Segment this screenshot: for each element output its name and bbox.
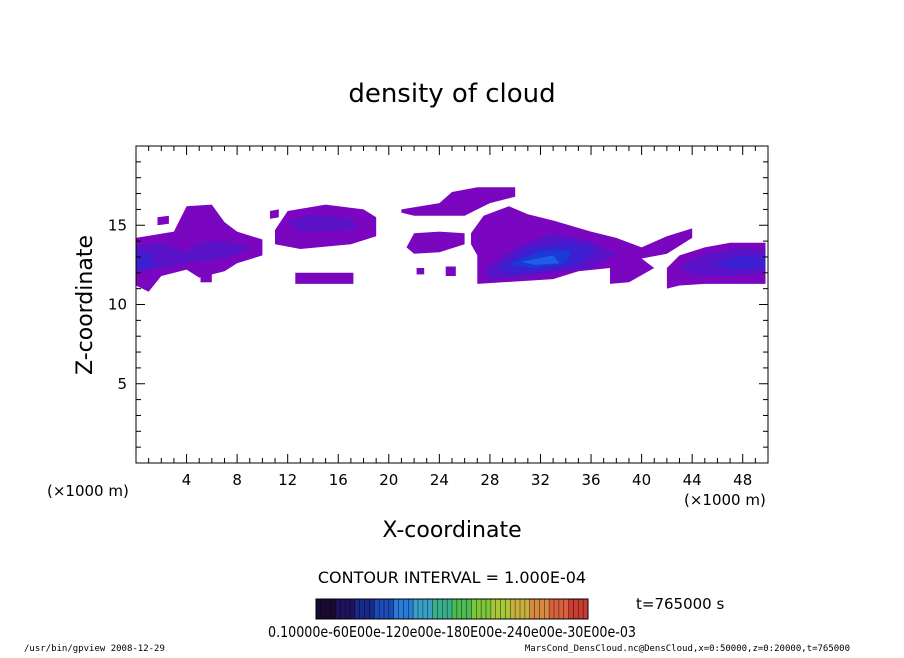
y-tick-label: 15 — [108, 216, 127, 234]
chart-title: density of cloud — [348, 79, 555, 109]
footer-right: MarsCond_DensCloud.nc@DensCloud,x=0:5000… — [525, 644, 850, 654]
y-tick-label: 10 — [108, 296, 127, 314]
x-tick-label: 28 — [480, 471, 499, 489]
footer-left: /usr/bin/gpview 2008-12-29 — [24, 644, 165, 654]
cloud-region-4 — [270, 209, 279, 219]
colorbar — [316, 599, 589, 619]
cloud-region-7 — [406, 231, 465, 254]
cloud-region-8 — [416, 268, 425, 275]
cloud-region-5 — [295, 272, 354, 284]
y-tick-label: 5 — [117, 375, 127, 393]
colorbar-tick-labels: 0.10000e-60E00e-120e00e-180E00e-240e00e-… — [268, 623, 636, 641]
x-tick-label: 4 — [182, 471, 192, 489]
cloud-core-6 — [521, 255, 560, 265]
x-tick-label: 12 — [278, 471, 297, 489]
cloud-core-2 — [287, 214, 358, 232]
x-tick-label: 8 — [232, 471, 242, 489]
x-unit-left: (×1000 m) — [47, 482, 129, 500]
contour-interval-label: CONTOUR INTERVAL = 1.000E-04 — [318, 568, 586, 587]
x-tick-label: 16 — [329, 471, 348, 489]
x-axis-label: X-coordinate — [382, 518, 521, 543]
x-tick-label: 20 — [379, 471, 398, 489]
x-tick-label: 44 — [683, 471, 702, 489]
x-tick-label: 32 — [531, 471, 550, 489]
cloud-region-6 — [401, 187, 516, 216]
x-tick-label: 24 — [430, 471, 449, 489]
cloud-density-field — [136, 187, 766, 292]
cloud-core-8 — [711, 255, 766, 270]
cloud-region-2 — [200, 274, 212, 283]
cloud-region-9 — [445, 266, 456, 276]
colorbar-frame — [315, 598, 589, 620]
x-unit-right: (×1000 m) — [684, 491, 766, 509]
x-tick-label: 40 — [632, 471, 651, 489]
cloud-region-1 — [157, 215, 169, 226]
x-tick-label: 36 — [581, 471, 600, 489]
x-tick-label: 48 — [733, 471, 752, 489]
time-label: t=765000 s — [636, 595, 724, 613]
cloud-core-0 — [136, 241, 250, 273]
y-axis-label: Z-coordinate — [73, 235, 98, 375]
